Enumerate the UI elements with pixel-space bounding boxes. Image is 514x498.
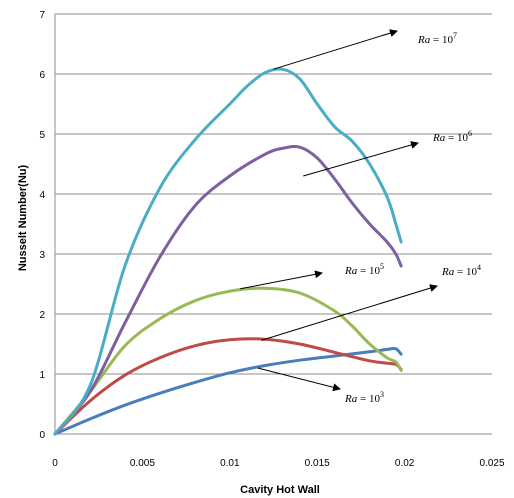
y-tick-label: 1 bbox=[39, 370, 45, 381]
annotation-arrow bbox=[261, 284, 438, 341]
annotation-label: Ra = 104 bbox=[441, 263, 481, 278]
y-tick-label: 6 bbox=[39, 70, 45, 81]
annotation-label: Ra = 106 bbox=[432, 129, 472, 144]
x-tick-label: 0 bbox=[52, 458, 58, 469]
y-tick-label: 3 bbox=[39, 250, 45, 261]
x-tick-label: 0.015 bbox=[305, 458, 330, 469]
annotation-label: Ra = 103 bbox=[344, 390, 384, 405]
x-tick-label: 0.005 bbox=[130, 458, 155, 469]
series-line-ra-10-3 bbox=[53, 346, 403, 436]
series-group bbox=[53, 67, 403, 436]
series-line-ra-10-5 bbox=[53, 286, 403, 436]
grid-lines bbox=[55, 13, 492, 375]
annotation-arrow bbox=[240, 270, 323, 290]
x-axis-title: Cavity Hot Wall bbox=[240, 484, 320, 496]
axes bbox=[54, 14, 492, 435]
x-tick-label: 0.025 bbox=[479, 458, 504, 469]
y-tick-label: 4 bbox=[39, 190, 45, 201]
annotations: Ra = 107 Ra = 106 Ra = 105 Ra = 104 Ra = 103 bbox=[240, 29, 481, 405]
annotation-arrow bbox=[303, 141, 419, 177]
series-line-ra-10-7 bbox=[53, 67, 403, 436]
y-tick-label: 5 bbox=[39, 130, 45, 141]
tick-labels: 0 1 2 3 4 5 6 7 0 0.005 0.01 0.015 0.02 0.025 bbox=[39, 10, 505, 469]
x-tick-label: 0.01 bbox=[220, 458, 240, 469]
y-tick-label: 2 bbox=[39, 310, 45, 321]
x-tick-label: 0.02 bbox=[395, 458, 415, 469]
annotation-label: Ra = 107 bbox=[417, 31, 457, 46]
annotation-arrow bbox=[257, 367, 341, 392]
y-tick-label: 0 bbox=[39, 430, 45, 441]
series-line-ra-10-6 bbox=[53, 145, 403, 436]
y-tick-label: 7 bbox=[39, 10, 45, 21]
y-axis-title: Nusselt Number(Nu) bbox=[17, 164, 29, 271]
annotation-arrow bbox=[273, 29, 398, 70]
annotation-label: Ra = 105 bbox=[344, 262, 384, 277]
